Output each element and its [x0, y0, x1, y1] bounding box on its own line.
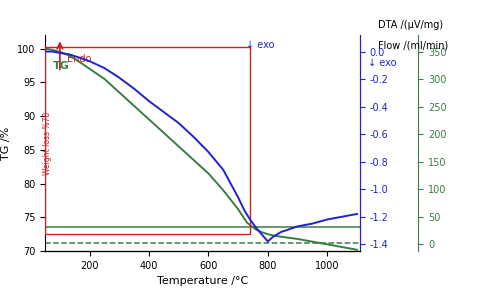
Text: Flow /(ml/min): Flow /(ml/min)	[378, 41, 448, 51]
X-axis label: Temperature /°C: Temperature /°C	[157, 277, 248, 286]
Y-axis label: TG /%: TG /%	[2, 126, 12, 160]
Text: ↓ exo: ↓ exo	[368, 58, 396, 68]
Text: Endo: Endo	[68, 54, 92, 64]
Bar	[45, 47, 250, 234]
Text: Weight loss %78: Weight loss %78	[43, 112, 52, 175]
Text: ↓ exo: ↓ exo	[246, 41, 274, 51]
Text: DTA /(μV/mg): DTA /(μV/mg)	[378, 20, 442, 30]
Text: TG: TG	[52, 61, 70, 71]
